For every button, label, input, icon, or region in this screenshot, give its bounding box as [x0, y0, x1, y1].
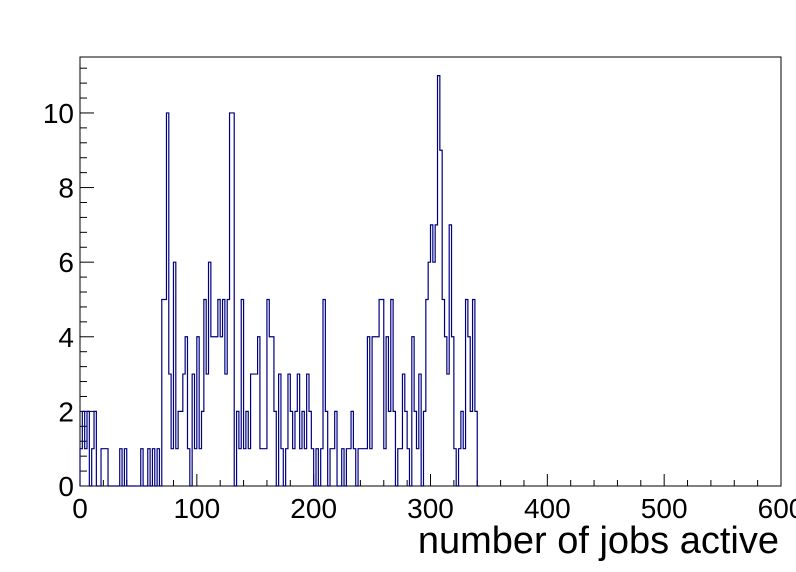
histogram-bin	[349, 449, 351, 486]
x-tick-label: 100	[173, 493, 220, 524]
y-tick-label: 8	[58, 173, 74, 204]
histogram-bin	[248, 449, 250, 486]
plot-frame	[79, 56, 782, 487]
y-tick-label: 0	[58, 471, 74, 502]
y-axis-tick-labels: 0 2 4 6 8 10	[43, 98, 74, 502]
x-tick-label: 300	[407, 493, 454, 524]
histogram-bin	[216, 337, 218, 486]
histogram-bin	[363, 449, 365, 486]
histogram-step-line	[79, 75, 480, 487]
y-tick-label: 10	[43, 98, 74, 129]
histogram-bin	[260, 449, 262, 486]
histogram-bin	[262, 449, 264, 486]
histogram-bin	[239, 449, 241, 486]
histogram-bin	[332, 449, 334, 486]
histogram-bin	[213, 337, 215, 486]
histogram-bin	[300, 449, 302, 486]
histogram-bin	[199, 449, 201, 486]
histogram-bin	[85, 449, 87, 486]
histogram-bin	[433, 262, 435, 486]
histogram-bin	[435, 225, 437, 486]
histogram-bin	[370, 449, 372, 486]
histogram-bin	[470, 411, 472, 486]
histogram-bin	[365, 449, 367, 486]
x-tick-label: 0	[72, 493, 88, 524]
y-tick-label: 6	[58, 247, 74, 278]
histogram-bin	[269, 337, 271, 486]
histogram-bin	[416, 449, 418, 486]
histogram-bin	[377, 337, 379, 486]
x-tick-label: 600	[758, 493, 796, 524]
histogram-bin	[293, 449, 295, 486]
histogram-bin	[255, 374, 257, 486]
x-axis-title: number of jobs active	[418, 520, 779, 562]
histogram-bin	[388, 411, 390, 486]
histogram-bin	[176, 449, 178, 486]
histogram-bin	[431, 225, 433, 486]
histogram-bin	[447, 374, 449, 486]
x-axis-ticks	[79, 474, 782, 486]
x-tick-label: 400	[524, 493, 571, 524]
histogram-bin	[463, 449, 465, 486]
histogram-bin	[211, 337, 213, 486]
y-tick-label: 4	[58, 322, 74, 353]
histogram-bin	[253, 374, 255, 486]
histogram-bin	[164, 299, 166, 486]
y-tick-label: 2	[58, 396, 74, 427]
histogram-bin	[225, 374, 227, 486]
histogram-bin	[220, 337, 222, 486]
histogram-bin	[304, 449, 306, 486]
x-tick-label: 200	[290, 493, 337, 524]
histogram-bin	[180, 411, 182, 486]
x-tick-label: 500	[641, 493, 688, 524]
histogram-bin	[206, 374, 208, 486]
x-axis-tick-labels: 0 100 200 300 400 500 600	[72, 493, 796, 524]
histogram-bin	[374, 337, 376, 486]
histogram-bin	[400, 449, 402, 486]
